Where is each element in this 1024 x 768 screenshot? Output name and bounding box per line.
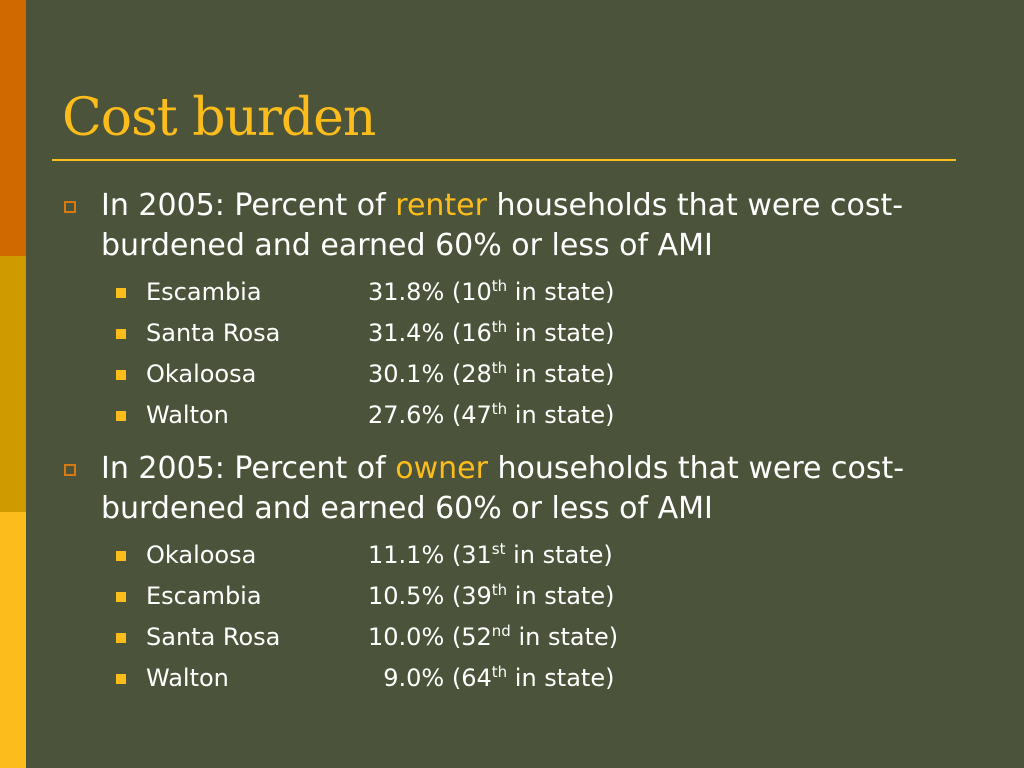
square-outline-bullet-icon bbox=[64, 464, 76, 476]
owner-heading: In 2005: Percent of owner households tha… bbox=[0, 449, 1000, 529]
decorative-stripe-bottom bbox=[0, 512, 26, 768]
county-name: Walton bbox=[146, 664, 229, 692]
county-name: Escambia bbox=[146, 278, 262, 306]
list-item: Walton 27.6% (47th in state) bbox=[0, 395, 1000, 436]
square-bullet-icon bbox=[116, 288, 126, 298]
heading-prefix: In 2005: Percent of bbox=[101, 451, 396, 486]
county-value: 9.0% (64th in state) bbox=[368, 663, 615, 692]
owner-section: In 2005: Percent of owner households tha… bbox=[0, 449, 1000, 699]
list-item: Escambia 31.8% (10th in state) bbox=[0, 272, 1000, 313]
square-bullet-icon bbox=[116, 592, 126, 602]
square-bullet-icon bbox=[116, 370, 126, 380]
county-name: Escambia bbox=[146, 582, 262, 610]
county-name: Santa Rosa bbox=[146, 319, 281, 347]
heading-highlight-renter: renter bbox=[395, 188, 487, 223]
heading-highlight-owner: owner bbox=[395, 451, 488, 486]
county-name: Okaloosa bbox=[146, 541, 257, 569]
county-value: 30.1% (28th in state) bbox=[368, 359, 615, 388]
county-name: Walton bbox=[146, 401, 229, 429]
county-value: 10.5% (39th in state) bbox=[368, 581, 615, 610]
owner-county-list: Okaloosa 11.1% (31st in state) Escambia … bbox=[0, 535, 1000, 699]
slide-title: Cost burden bbox=[62, 88, 376, 148]
county-value: 31.4% (16th in state) bbox=[368, 318, 615, 347]
square-bullet-icon bbox=[116, 674, 126, 684]
square-outline-bullet-icon bbox=[64, 201, 76, 213]
county-value: 27.6% (47th in state) bbox=[368, 400, 615, 429]
county-value: 11.1% (31st in state) bbox=[368, 540, 613, 569]
title-underline bbox=[52, 159, 956, 161]
decorative-stripe-top bbox=[0, 0, 26, 256]
county-name: Santa Rosa bbox=[146, 623, 281, 651]
decorative-stripe-middle bbox=[0, 256, 26, 512]
county-value: 10.0% (52nd in state) bbox=[368, 622, 619, 651]
renter-section: In 2005: Percent of renter households th… bbox=[0, 186, 1000, 436]
list-item: Okaloosa 30.1% (28th in state) bbox=[0, 354, 1000, 395]
square-bullet-icon bbox=[116, 551, 126, 561]
renter-county-list: Escambia 31.8% (10th in state) Santa Ros… bbox=[0, 272, 1000, 436]
list-item: Santa Rosa 31.4% (16th in state) bbox=[0, 313, 1000, 354]
heading-prefix: In 2005: Percent of bbox=[101, 188, 396, 223]
square-bullet-icon bbox=[116, 633, 126, 643]
list-item: Santa Rosa 10.0% (52nd in state) bbox=[0, 617, 1000, 658]
list-item: Escambia 10.5% (39th in state) bbox=[0, 576, 1000, 617]
square-bullet-icon bbox=[116, 411, 126, 421]
list-item: Okaloosa 11.1% (31st in state) bbox=[0, 535, 1000, 576]
heading-suffix: households that were cost-burdened and e… bbox=[101, 188, 904, 263]
heading-suffix: households that were cost-burdened and e… bbox=[101, 451, 905, 526]
county-value: 31.8% (10th in state) bbox=[368, 277, 615, 306]
county-name: Okaloosa bbox=[146, 360, 257, 388]
list-item: Walton 9.0% (64th in state) bbox=[0, 658, 1000, 699]
renter-heading: In 2005: Percent of renter households th… bbox=[0, 186, 1000, 266]
square-bullet-icon bbox=[116, 329, 126, 339]
